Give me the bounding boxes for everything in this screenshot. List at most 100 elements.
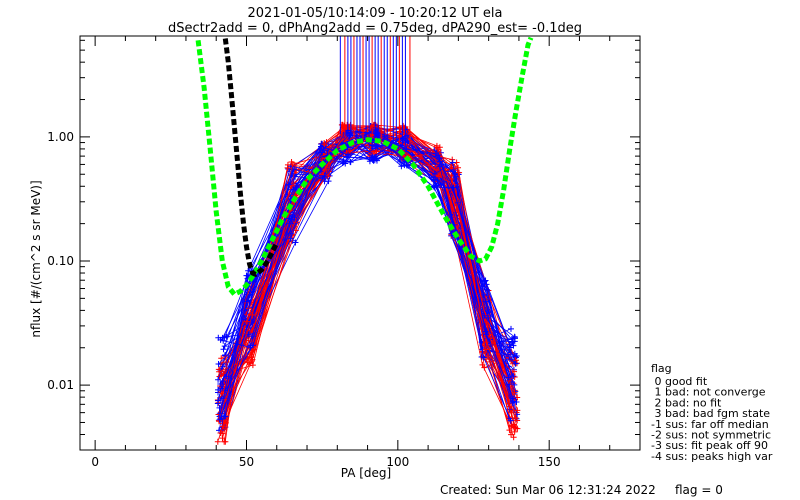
series-red-point xyxy=(373,148,380,155)
series-blue-point xyxy=(215,386,222,393)
series-red-point xyxy=(505,400,512,407)
created-timestamp: Created: Sun Mar 06 12:31:24 2022 xyxy=(440,483,656,497)
series-red-point xyxy=(511,374,518,381)
flag-status: flag = 0 xyxy=(675,483,723,497)
series-red-point xyxy=(214,438,221,445)
series-red-point xyxy=(321,141,328,148)
series-blue-point xyxy=(510,395,517,402)
series-blue-point xyxy=(369,142,376,149)
axes-layer: 0 50 100 150 0.01 0.10 1.00 xyxy=(47,35,641,469)
series-red-point xyxy=(219,435,226,442)
series-blue-point xyxy=(286,220,293,227)
series-blue-point xyxy=(243,272,250,279)
legend: flag 0 good fit 1 bad: not converge 2 ba… xyxy=(651,362,773,463)
series-blue-point xyxy=(317,143,324,150)
series-blue-point xyxy=(432,150,439,157)
series-blue-point xyxy=(506,356,513,363)
x-tick-label: 100 xyxy=(386,455,409,469)
series-blue-point xyxy=(511,334,518,341)
series-red-point xyxy=(248,354,255,361)
series-red-point xyxy=(482,346,489,353)
series-blue-point xyxy=(292,239,299,246)
series-red-point xyxy=(510,434,517,441)
x-tick-label: 0 xyxy=(91,455,99,469)
series-red-point xyxy=(456,169,463,176)
series-blue-point xyxy=(374,143,381,150)
series-blue-point xyxy=(368,154,375,161)
series-blue-point xyxy=(222,413,229,420)
series-blue-point xyxy=(219,377,226,384)
series-red-point xyxy=(508,431,515,438)
series-blue-point xyxy=(481,278,488,285)
series-blue-point xyxy=(369,154,376,161)
series-blue-point xyxy=(368,128,375,135)
series-blue-point xyxy=(431,170,438,177)
series-blue-point xyxy=(510,353,517,360)
chart-title: 2021-01-05/10:14:09 - 10:20:12 UT ela xyxy=(248,6,503,21)
series-blue-point xyxy=(449,184,456,191)
series-blue-point xyxy=(223,333,230,340)
series-red-point xyxy=(511,389,518,396)
series-red-point xyxy=(511,424,518,431)
series-blue-point xyxy=(340,158,347,165)
series-red-point xyxy=(284,164,291,171)
series-blue-point xyxy=(480,354,487,361)
series-blue-point xyxy=(220,346,227,353)
series-blue-point xyxy=(217,336,224,343)
x-tick-label: 50 xyxy=(239,455,254,469)
series-red-point xyxy=(221,438,228,445)
series-blue-point xyxy=(220,337,227,344)
series-blue-point xyxy=(347,159,354,166)
y-tick-label: 0.01 xyxy=(47,378,74,392)
series-blue-point xyxy=(485,314,492,321)
series-red-point xyxy=(455,164,462,171)
series-blue-point xyxy=(430,174,437,181)
series-red-point xyxy=(436,144,443,151)
series-red-point xyxy=(289,161,296,168)
series-blue-point xyxy=(247,344,254,351)
series-red-point xyxy=(479,361,486,368)
x-axis-label: PA [deg] xyxy=(341,466,391,480)
series-blue-point xyxy=(505,374,512,381)
plot-frame xyxy=(79,35,641,451)
series-blue-point xyxy=(508,336,515,343)
legend-entry: 3 bad: bad fgm state xyxy=(651,407,770,420)
series-red-point xyxy=(244,318,251,325)
series-blue-point xyxy=(513,353,520,360)
series-blue-point xyxy=(223,373,230,380)
series-blue-point xyxy=(215,360,222,367)
y-tick-label: 0.10 xyxy=(47,254,74,268)
series-blue-point xyxy=(437,181,444,188)
series-blue-point xyxy=(449,159,456,166)
series-blue-point xyxy=(507,417,514,424)
legend-entry: -4 sus: peaks high var xyxy=(651,450,773,463)
series-blue-point xyxy=(293,184,300,191)
curve-black xyxy=(222,38,280,277)
legend-entry: -3 sus: fit peak off 90 xyxy=(651,439,768,452)
chart-subtitle: dSectr2add = 0, dPhAng2add = 0.75deg, dP… xyxy=(168,21,582,36)
y-tick-label: 1.00 xyxy=(47,130,74,144)
series-red-point xyxy=(244,359,251,366)
series-red-point xyxy=(514,407,521,414)
series-blue-point xyxy=(507,325,514,332)
legend-title: flag xyxy=(651,362,672,375)
legend-entry: 1 bad: not converge xyxy=(651,386,766,399)
series-blue-point xyxy=(402,146,409,153)
series-blue-point xyxy=(436,158,443,165)
series-blue-point xyxy=(510,342,517,349)
series-blue-point xyxy=(217,381,224,388)
y-axis-label: nflux [#/(cm^2 s sr MeV)] xyxy=(29,180,43,337)
x-tick-label: 150 xyxy=(538,455,561,469)
legend-entry: 0 good fit xyxy=(651,375,708,388)
series-blue-point xyxy=(287,235,294,242)
data-layer xyxy=(195,36,534,445)
series-blue-point xyxy=(509,400,516,407)
series-red-point xyxy=(512,414,519,421)
legend-entry: -2 sus: not symmetric xyxy=(651,429,771,442)
series-red-point xyxy=(249,362,256,369)
series-blue-point xyxy=(214,400,221,407)
series-red-point xyxy=(215,417,222,424)
series-blue-point xyxy=(398,163,405,170)
